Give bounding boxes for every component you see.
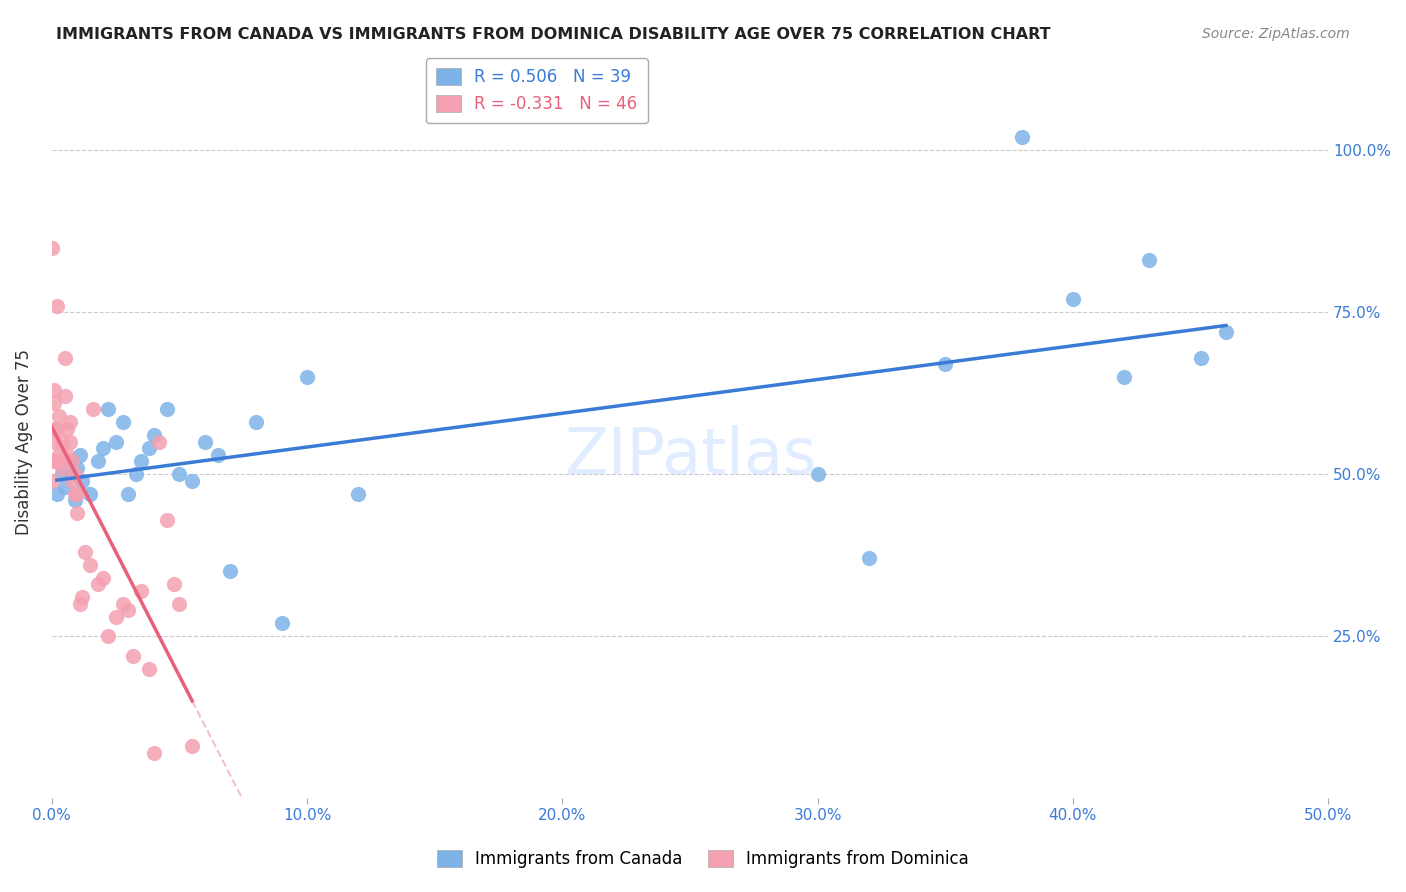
Point [163,577,186,591]
Point [51,467,73,482]
Point [1139,253,1161,268]
Point [63,486,86,500]
Point [72,474,94,488]
Point [69,448,91,462]
Point [858,551,880,566]
Point [41,241,63,255]
Point [117,486,139,500]
Point [59,454,82,468]
Point [72,591,94,605]
Point [45,454,67,468]
Point [79,558,101,572]
Point [63,493,86,508]
Point [60,467,83,482]
Point [129,583,152,598]
Point [44,383,66,397]
Point [69,597,91,611]
Point [48,448,70,462]
Text: Source: ZipAtlas.com: Source: ZipAtlas.com [1202,27,1350,41]
Point [91,571,114,585]
Point [45,299,67,313]
Y-axis label: Disability Age Over 75: Disability Age Over 75 [15,349,32,535]
Point [112,416,135,430]
Point [51,460,73,475]
Point [73,545,96,559]
Point [112,597,135,611]
Point [82,402,104,417]
Point [1215,325,1237,339]
Text: IMMIGRANTS FROM CANADA VS IMMIGRANTS FROM DOMINICA DISABILITY AGE OVER 75 CORREL: IMMIGRANTS FROM CANADA VS IMMIGRANTS FRO… [56,27,1050,42]
Point [347,486,370,500]
Point [219,565,242,579]
Point [86,577,108,591]
Point [79,486,101,500]
Point [104,434,127,449]
Point [44,396,66,410]
Point [194,434,217,449]
Point [156,512,179,526]
Point [142,746,165,760]
Point [41,474,63,488]
Point [181,474,204,488]
Point [97,402,120,417]
Point [53,480,76,494]
Point [53,390,76,404]
Point [60,454,83,468]
Point [125,467,148,482]
Point [48,409,70,423]
Point [806,467,828,482]
Legend: R = 0.506   N = 39, R = -0.331   N = 46: R = 0.506 N = 39, R = -0.331 N = 46 [426,58,648,123]
Legend: Immigrants from Canada, Immigrants from Dominica: Immigrants from Canada, Immigrants from … [430,843,976,875]
Point [934,357,956,371]
Point [59,434,82,449]
Point [138,661,160,675]
Point [142,428,165,442]
Text: ZIPatlas: ZIPatlas [564,425,815,487]
Point [59,416,82,430]
Point [270,616,292,631]
Point [56,448,79,462]
Point [104,609,127,624]
Point [51,434,73,449]
Point [138,442,160,456]
Point [1062,293,1084,307]
Point [66,486,89,500]
Point [56,422,79,436]
Point [91,442,114,456]
Point [45,422,67,436]
Point [53,351,76,365]
Point [148,434,170,449]
Point [45,486,67,500]
Point [122,648,145,663]
Point [66,506,89,520]
Point [207,448,229,462]
Point [156,402,179,417]
Point [44,434,66,449]
Point [44,422,66,436]
Point [295,370,318,384]
Point [1011,130,1033,145]
Point [117,603,139,617]
Point [245,416,267,430]
Point [169,467,191,482]
Point [41,454,63,468]
Point [97,629,120,643]
Point [169,597,191,611]
Point [86,454,108,468]
Point [63,467,86,482]
Point [129,454,152,468]
Point [1189,351,1212,365]
Point [1112,370,1135,384]
Point [66,460,89,475]
Point [181,739,204,754]
Point [60,474,83,488]
